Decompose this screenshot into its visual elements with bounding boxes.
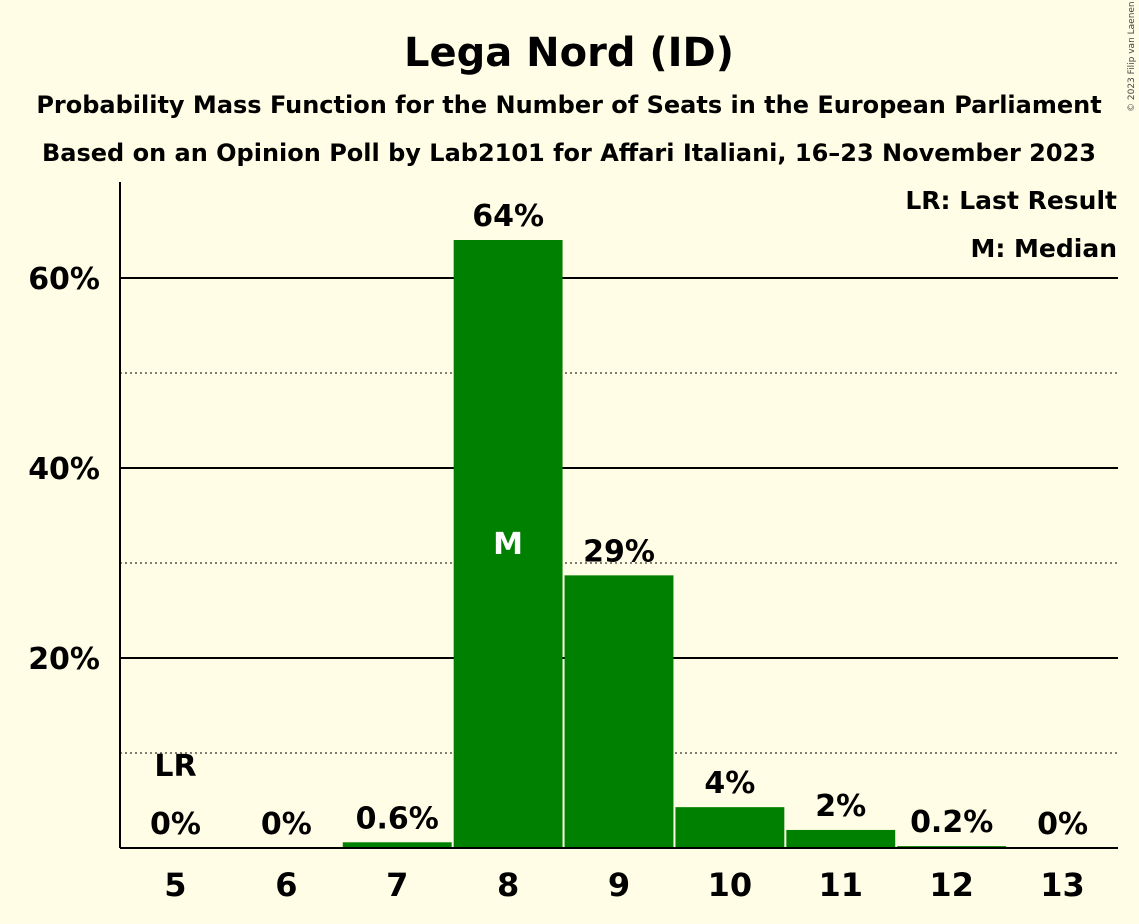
- y-tick-labels: 20% 40% 60%: [28, 262, 100, 677]
- copyright-note: © 2023 Filip van Laenen: [1127, 1, 1137, 112]
- x-tick-label: 12: [929, 866, 974, 904]
- x-tick-label: 8: [497, 866, 519, 904]
- bar-value-label: 0%: [150, 807, 201, 842]
- bar-value-label: 4%: [704, 766, 755, 801]
- legend-last-result: LR: Last Result: [905, 186, 1117, 215]
- bar: [342, 842, 452, 848]
- last-result-marker: LR: [154, 749, 196, 784]
- bar: [786, 829, 896, 848]
- x-tick-labels: 5 6 7 8 9 10 11 12 13: [164, 866, 1085, 904]
- x-tick-label: 9: [608, 866, 630, 904]
- bar-value-label: 29%: [583, 534, 655, 569]
- bar-value-label: 0%: [1037, 807, 1088, 842]
- x-tick-label: 13: [1040, 866, 1085, 904]
- median-marker: M: [493, 527, 523, 562]
- chart-title: Lega Nord (ID): [404, 30, 734, 76]
- y-tick-label: 20%: [28, 642, 100, 677]
- x-tick-label: 11: [819, 866, 864, 904]
- bar-value-label: 2%: [815, 789, 866, 824]
- y-tick-label: 60%: [28, 262, 100, 297]
- chart-subtitle-2: Based on an Opinion Poll by Lab2101 for …: [42, 139, 1096, 167]
- bar-value-label: 0%: [261, 807, 312, 842]
- bars: [342, 240, 1007, 848]
- value-labels: 0% LR 0% 0.6% 64% M 29% 4% 2% 0.2% 0%: [150, 199, 1088, 842]
- bar: [675, 807, 785, 848]
- x-tick-label: 10: [708, 866, 753, 904]
- legend-median: M: Median: [970, 234, 1117, 263]
- x-tick-label: 7: [386, 866, 408, 904]
- x-tick-label: 5: [164, 866, 186, 904]
- x-tick-label: 6: [275, 866, 297, 904]
- chart-subtitle-1: Probability Mass Function for the Number…: [36, 91, 1101, 119]
- bar-value-label: 0.6%: [356, 801, 439, 836]
- bar: [564, 575, 674, 848]
- bar-value-label: 64%: [472, 199, 544, 234]
- bar: [453, 240, 563, 848]
- bar-value-label: 0.2%: [910, 805, 993, 840]
- y-tick-label: 40%: [28, 452, 100, 487]
